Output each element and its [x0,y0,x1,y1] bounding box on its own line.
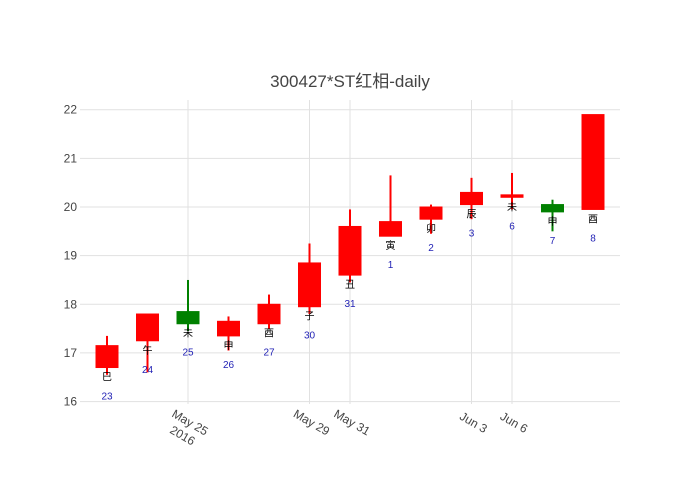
x-tick-label: May 31 [331,407,372,439]
chart-title: 300427*ST红相-daily [270,72,430,91]
branch-label: 巳 [102,372,112,384]
y-tick-label: 17 [64,346,78,360]
y-tick-label: 21 [64,151,78,165]
branch-label: 申 [224,339,234,352]
branch-label: 丑 [345,280,355,291]
y-tick-label: 20 [64,200,78,214]
day-label: 30 [304,331,316,342]
candle-body [460,191,483,206]
x-tick-label: May 29 [291,407,332,439]
day-label: 6 [509,221,515,232]
x-tick-group: Jun 3 [457,409,490,436]
branch-label: 寅 [386,239,396,252]
branch-label: 未 [183,328,193,340]
branch-label: 午 [143,344,153,357]
day-label: 26 [223,360,235,371]
branch-label: 申 [548,215,558,228]
day-label: 1 [388,260,394,271]
label-layer: 巳 23 午 24 未 25 申 26 酉 27 子 30 丑 31 寅 1 卯 2 辰 3 未 6 申 7 酉 8 [101,201,598,402]
x-tick-label: Jun 3 [457,409,490,436]
candle-body [176,311,200,325]
candle-body [338,225,362,276]
day-label: 25 [182,348,194,359]
branch-label: 酉 [264,329,274,340]
branch-label: 子 [305,311,315,323]
x-tick-label: Jun 6 [498,409,531,436]
x-tick-group: May 31 [331,407,372,439]
day-label: 2 [428,243,434,254]
candle-body [217,320,240,337]
candle-layer [95,114,605,375]
candle-body [541,204,564,213]
candle-body [136,313,159,342]
day-label: 8 [590,233,596,244]
y-tick-label: 19 [64,249,78,263]
candle-body [419,206,443,220]
grid-layer [80,100,620,404]
day-label: 27 [263,348,275,359]
candle-body [298,262,321,308]
x-tick-group: May 29 [291,407,332,439]
candle-body [500,194,524,198]
day-label: 31 [344,299,356,310]
candle-body [581,114,605,210]
branch-label: 辰 [467,209,477,221]
branch-label: 卯 [426,223,436,235]
candle-body [257,303,281,325]
branch-label: 未 [507,201,517,213]
branch-label: 酉 [588,214,598,225]
x-tick-group: Jun 6 [498,409,531,436]
day-label: 7 [550,236,556,247]
day-label: 3 [469,229,475,240]
day-label: 23 [101,392,113,403]
y-tick-label: 22 [64,103,78,117]
y-tick-label: 18 [64,297,78,311]
candle-body [379,221,402,237]
candle-body [95,345,119,369]
day-label: 24 [142,365,154,376]
y-tick-label: 16 [64,395,78,409]
